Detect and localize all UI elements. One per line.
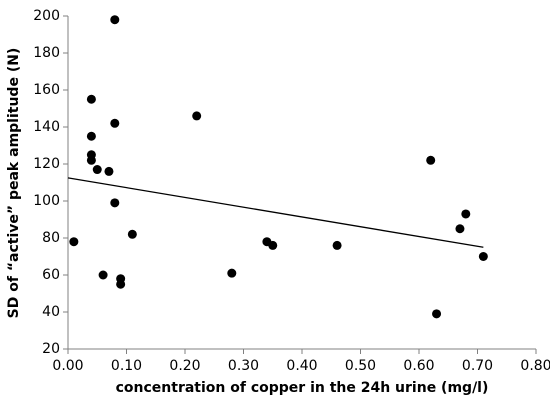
x-tick-label: 0.10 [111, 358, 142, 374]
x-tick-label: 0.60 [403, 358, 434, 374]
point [110, 198, 120, 208]
x-axis-label: concentration of copper in the 24h urine… [116, 380, 489, 396]
y-tick-label: 180 [33, 45, 60, 61]
point [86, 131, 96, 141]
point [116, 279, 126, 289]
x-tick-label: 0.00 [52, 358, 83, 374]
point [268, 240, 278, 250]
point [86, 155, 96, 165]
y-tick-label: 100 [33, 193, 60, 209]
trendline [67, 177, 484, 248]
point [426, 155, 436, 165]
y-axis-label: SD of “active” peak amplitude (N) [6, 48, 22, 319]
point [432, 309, 442, 319]
y-tick-label: 160 [33, 82, 60, 98]
point [110, 15, 120, 25]
y-tick-label: 60 [42, 267, 60, 283]
point [478, 252, 488, 261]
y-tick-label: 200 [33, 8, 60, 24]
point [104, 166, 114, 176]
y-tick-label: 120 [33, 156, 60, 172]
x-tick-label: 0.40 [286, 358, 317, 374]
point [455, 224, 465, 234]
x-tick-label: 0.30 [228, 358, 259, 374]
x-tick-label: 0.50 [345, 358, 376, 374]
x-tick-label: 0.80 [520, 358, 550, 374]
point [98, 270, 108, 280]
point [332, 240, 342, 250]
y-tick-label: 140 [33, 119, 60, 135]
point [227, 268, 237, 278]
y-tick-label: 80 [42, 230, 60, 246]
point [69, 237, 79, 247]
point [110, 118, 120, 128]
point [92, 165, 102, 175]
point [461, 209, 471, 219]
y-tick-label: 20 [42, 341, 60, 357]
point [127, 229, 137, 239]
point [192, 111, 202, 121]
x-tick-label: 0.70 [462, 358, 493, 374]
y-tick-label: 40 [42, 304, 60, 320]
x-tick-label: 0.20 [169, 358, 200, 374]
point [86, 94, 96, 104]
